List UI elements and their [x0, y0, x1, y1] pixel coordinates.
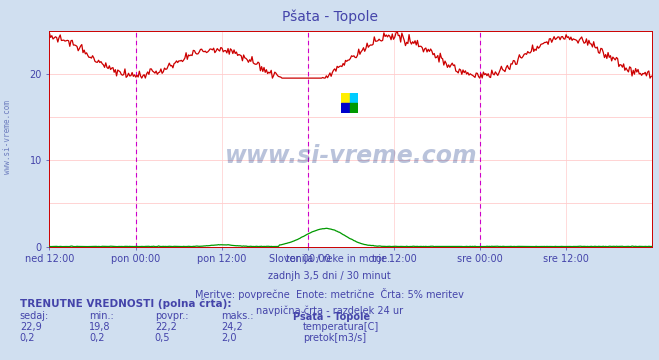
Text: min.:: min.:	[89, 311, 114, 321]
Text: www.si-vreme.com: www.si-vreme.com	[225, 144, 477, 168]
Bar	[350, 103, 358, 113]
Text: 0,2: 0,2	[89, 333, 105, 343]
Text: temperatura[C]: temperatura[C]	[303, 322, 380, 332]
Text: TRENUTNE VREDNOSTI (polna črta):: TRENUTNE VREDNOSTI (polna črta):	[20, 299, 231, 309]
Text: pretok[m3/s]: pretok[m3/s]	[303, 333, 366, 343]
Text: 19,8: 19,8	[89, 322, 111, 332]
Text: zadnjh 3,5 dni / 30 minut: zadnjh 3,5 dni / 30 minut	[268, 271, 391, 281]
Bar	[341, 103, 350, 113]
Text: Slovenija / reke in morje.: Slovenija / reke in morje.	[269, 254, 390, 264]
Text: sedaj:: sedaj:	[20, 311, 49, 321]
Text: Pšata - Topole: Pšata - Topole	[281, 9, 378, 23]
Text: navpična črta - razdelek 24 ur: navpična črta - razdelek 24 ur	[256, 306, 403, 316]
Text: Meritve: povprečne  Enote: metrične  Črta: 5% meritev: Meritve: povprečne Enote: metrične Črta:…	[195, 288, 464, 300]
Text: Pšata - Topole: Pšata - Topole	[293, 311, 370, 322]
Bar	[341, 93, 350, 103]
Text: 0,2: 0,2	[20, 333, 36, 343]
Text: www.si-vreme.com: www.si-vreme.com	[3, 100, 13, 174]
Text: 22,2: 22,2	[155, 322, 177, 332]
Text: povpr.:: povpr.:	[155, 311, 188, 321]
Text: 22,9: 22,9	[20, 322, 42, 332]
Text: 24,2: 24,2	[221, 322, 243, 332]
Bar	[350, 93, 358, 103]
Text: maks.:: maks.:	[221, 311, 253, 321]
Text: 2,0: 2,0	[221, 333, 237, 343]
Text: 0,5: 0,5	[155, 333, 171, 343]
